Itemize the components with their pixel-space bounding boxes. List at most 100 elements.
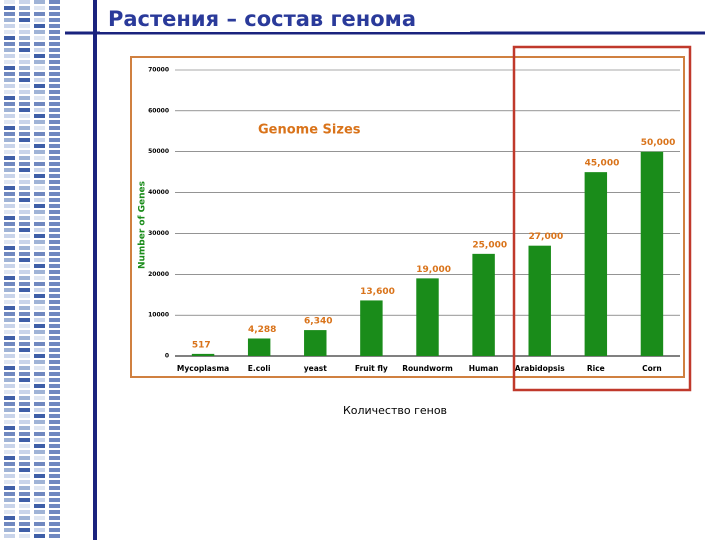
decor-band <box>49 84 60 88</box>
decor-band <box>49 186 60 190</box>
decor-band <box>4 252 15 256</box>
decor-band <box>19 390 30 394</box>
decor-band <box>34 246 45 250</box>
x-tick-label: Rice <box>587 364 605 373</box>
decor-band <box>49 120 60 124</box>
decor-band <box>4 144 15 148</box>
decor-band <box>34 36 45 40</box>
value-label: 27,000 <box>529 232 564 242</box>
decor-band <box>19 252 30 256</box>
decor-band <box>34 222 45 226</box>
decor-band <box>4 24 15 28</box>
decor-band <box>49 432 60 436</box>
decor-band <box>4 222 15 226</box>
decor-band <box>49 324 60 328</box>
decor-band <box>19 66 30 70</box>
decor-band <box>49 198 60 202</box>
value-label: 4,288 <box>248 325 276 335</box>
decor-band <box>4 492 15 496</box>
decor-band <box>4 282 15 286</box>
decor-band <box>19 456 30 460</box>
decor-band <box>34 534 45 538</box>
decor-band <box>49 12 60 16</box>
decor-band <box>49 96 60 100</box>
decor-band <box>19 426 30 430</box>
decor-band <box>34 102 45 106</box>
decor-band <box>19 138 30 142</box>
decor-band <box>4 348 15 352</box>
decor-band <box>19 366 30 370</box>
decor-band <box>19 300 30 304</box>
decor-band <box>19 492 30 496</box>
decor-band <box>4 36 15 40</box>
decor-band <box>4 72 15 76</box>
decor-band <box>34 270 45 274</box>
decor-band <box>34 348 45 352</box>
decor-band <box>4 306 15 310</box>
decor-band <box>49 384 60 388</box>
decor-band <box>4 162 15 166</box>
decor-band <box>49 534 60 538</box>
decor-band <box>19 486 30 490</box>
decor-band <box>34 234 45 238</box>
decor-band <box>19 510 30 514</box>
decor-band <box>49 114 60 118</box>
value-label: 6,340 <box>304 317 332 327</box>
decor-band <box>4 414 15 418</box>
decor-band <box>34 186 45 190</box>
decor-band <box>49 318 60 322</box>
decor-band <box>19 186 30 190</box>
decor-band <box>34 138 45 142</box>
decor-band <box>19 504 30 508</box>
decor-band <box>4 408 15 412</box>
decor-band <box>19 468 30 472</box>
decor-band <box>19 306 30 310</box>
decor-band <box>4 378 15 382</box>
decor-band <box>34 378 45 382</box>
decor-band <box>19 528 30 532</box>
decor-band <box>4 234 15 238</box>
decor-band <box>4 114 15 118</box>
decor-band <box>49 60 60 64</box>
decor-band <box>4 450 15 454</box>
decor-band <box>19 258 30 262</box>
decor-band <box>19 96 30 100</box>
decor-band <box>49 228 60 232</box>
decor-band <box>49 312 60 316</box>
decor-band <box>4 372 15 376</box>
decor-band <box>49 36 60 40</box>
decor-band <box>49 270 60 274</box>
decor-band <box>4 420 15 424</box>
decor-band <box>19 198 30 202</box>
decor-band <box>49 90 60 94</box>
decor-band <box>19 402 30 406</box>
decor-band <box>49 330 60 334</box>
decor-band <box>4 258 15 262</box>
y-tick-label: 10000 <box>148 312 169 319</box>
decor-band <box>19 234 30 238</box>
decor-band <box>49 72 60 76</box>
decor-band <box>34 366 45 370</box>
caption: Количество генов <box>343 404 447 417</box>
decor-band <box>4 342 15 346</box>
decor-band <box>4 132 15 136</box>
decor-band <box>4 294 15 298</box>
y-tick-label: 50000 <box>148 148 169 155</box>
decor-band <box>49 336 60 340</box>
decor-band <box>19 354 30 358</box>
decor-band <box>49 6 60 10</box>
decor-band <box>19 150 30 154</box>
decor-band <box>4 126 15 130</box>
decor-band <box>19 162 30 166</box>
decor-band <box>34 90 45 94</box>
decor-band <box>4 240 15 244</box>
decor-band <box>34 48 45 52</box>
decor-band <box>19 108 30 112</box>
decor-band <box>19 276 30 280</box>
decor-band <box>34 420 45 424</box>
x-tick-label: Roundworm <box>402 364 453 373</box>
decor-band <box>34 450 45 454</box>
value-label: 19,000 <box>416 265 451 275</box>
bar <box>360 300 383 356</box>
value-label: 50,000 <box>641 138 676 148</box>
